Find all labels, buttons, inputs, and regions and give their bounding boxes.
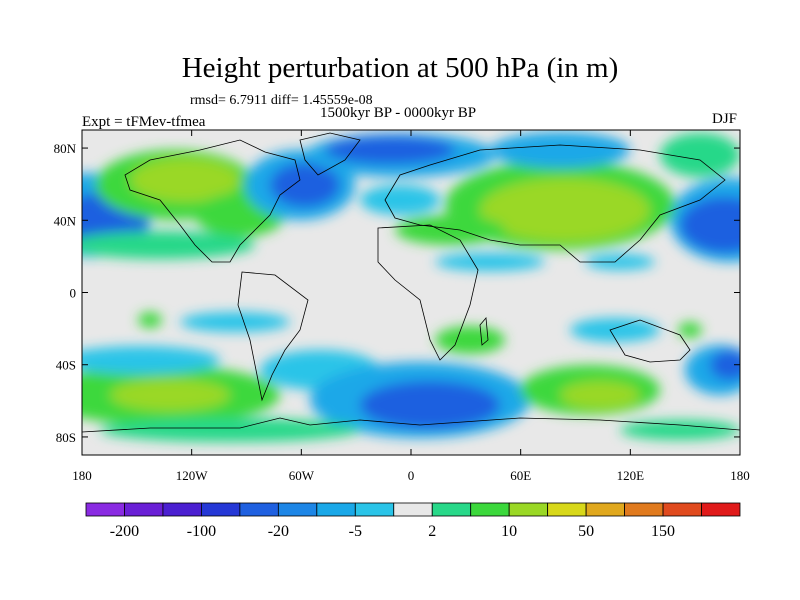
- colorbar-box: [662, 502, 702, 517]
- field-blob: [620, 420, 740, 440]
- field-blob: [360, 381, 500, 429]
- field-blob: [360, 185, 440, 215]
- x-tick-label: 120E: [617, 468, 645, 483]
- colorbar: [85, 502, 741, 517]
- field-blob: [678, 322, 702, 338]
- plot-title: Height perturbation at 500 hPa (in m): [181, 52, 619, 84]
- north-america-coast: [124, 139, 301, 263]
- colorbar-box: [354, 502, 395, 517]
- colorbar-box: [701, 502, 741, 517]
- colorbar-box: [585, 502, 625, 517]
- australia-coast: [609, 319, 691, 363]
- colorbar-box: [277, 502, 318, 517]
- field-blob: [480, 178, 650, 242]
- y-tick-label: 80N: [54, 141, 77, 156]
- colorbar-box: [393, 502, 433, 517]
- field-blob: [710, 350, 740, 380]
- colorbar-box: [547, 502, 587, 517]
- south-america-coast: [237, 271, 309, 402]
- field-blob: [270, 163, 340, 207]
- colorbar-label: 2: [428, 523, 436, 540]
- x-tick-label: 0: [408, 468, 415, 483]
- field-blob: [560, 381, 640, 409]
- colorbar-box: [85, 502, 125, 517]
- colorbar-box: [124, 502, 164, 517]
- field-blob: [82, 231, 255, 259]
- colorbar-box: [316, 502, 356, 517]
- colorbar-box: [508, 502, 549, 517]
- experiment-label: Expt = tFMev-tfmea: [82, 114, 206, 130]
- x-axis: 180 120W 60W 0 60E 120E 180: [72, 130, 750, 483]
- colorbar-label: -100: [187, 523, 216, 540]
- field-blob: [138, 312, 162, 328]
- colorbar-box: [201, 502, 241, 517]
- y-tick-label: 0: [70, 286, 77, 301]
- eurasia-coast: [384, 144, 726, 263]
- season-label: DJF: [712, 111, 738, 127]
- colorbar-box: [239, 502, 279, 517]
- colorbar-box: [470, 502, 510, 517]
- x-tick-label: 120W: [176, 468, 209, 483]
- y-tick-label: 40N: [54, 213, 77, 228]
- colorbar-label: -20: [268, 523, 289, 540]
- field-blob: [395, 215, 505, 245]
- field-blob: [490, 132, 630, 168]
- x-tick-label: 180: [730, 468, 750, 483]
- y-tick-label: 80S: [56, 430, 76, 445]
- field-blob: [660, 133, 740, 177]
- field-blob: [325, 136, 455, 164]
- colorbar-label: -5: [349, 523, 362, 540]
- field-blob: [82, 346, 220, 374]
- field-blob: [180, 312, 290, 332]
- greenland-coast: [299, 132, 361, 176]
- field-blob: [110, 379, 230, 411]
- rmsd-stats: rmsd= 6.7911 diff= 1.45559e-08: [190, 93, 373, 108]
- colorbar-box: [431, 502, 472, 517]
- period-label: 1500kyr BP - 0000kyr BP: [320, 105, 477, 121]
- field-blob: [435, 326, 505, 354]
- madagascar-coast: [479, 317, 489, 346]
- field-blob: [435, 253, 545, 271]
- contour-field: [82, 130, 740, 455]
- x-tick-label: 60E: [510, 468, 531, 483]
- field-blob: [680, 197, 740, 253]
- colorbar-label: -200: [110, 523, 139, 540]
- colorbar-labels: -200 -100 -20 -5 2 10 50 150: [110, 523, 675, 540]
- x-tick-label: 60W: [289, 468, 315, 483]
- colorbar-box: [624, 502, 664, 517]
- y-axis: 80N 40N 0 40S 80S: [54, 141, 740, 445]
- antarctica-coast: [82, 417, 740, 433]
- colorbar-label: 150: [651, 523, 675, 540]
- field-blob: [130, 158, 240, 202]
- field-blob: [585, 254, 655, 270]
- colorbar-box: [162, 502, 202, 517]
- x-tick-label: 180: [72, 468, 92, 483]
- field-blob: [100, 418, 360, 442]
- colorbar-label: 50: [578, 523, 594, 540]
- field-blob: [570, 318, 660, 342]
- colorbar-label: 10: [501, 523, 517, 540]
- africa-coast: [377, 224, 479, 361]
- coastlines: [82, 132, 740, 433]
- y-tick-label: 40S: [56, 358, 76, 373]
